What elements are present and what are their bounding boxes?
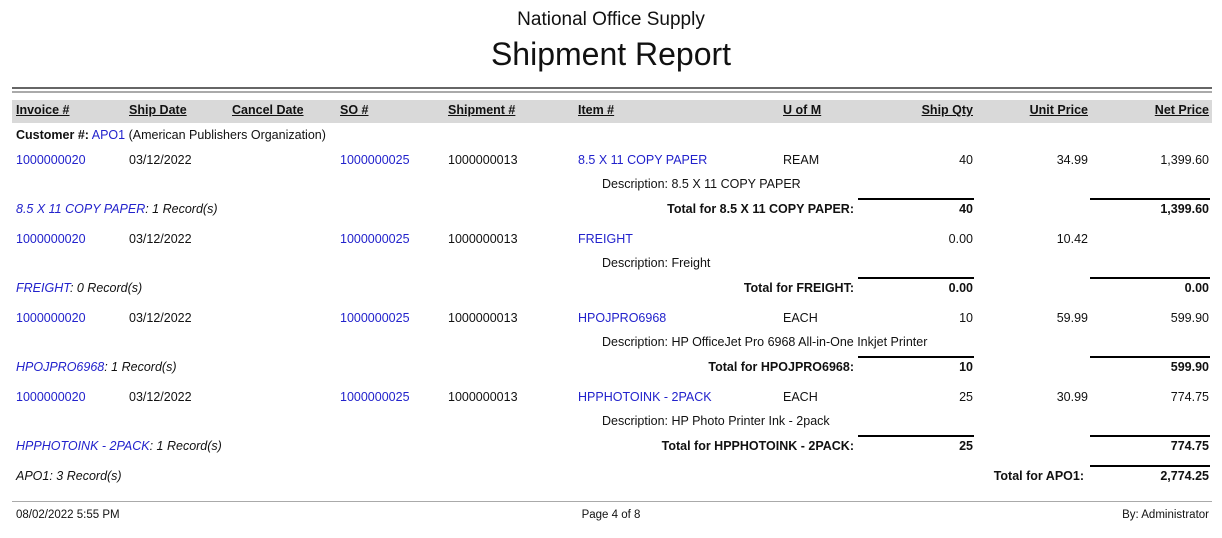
customer-name: (American Publishers Organization) — [128, 128, 326, 142]
cell-so[interactable]: 1000000025 — [340, 390, 410, 404]
summary-item-link[interactable]: 8.5 X 11 COPY PAPER — [16, 202, 146, 216]
item-total-label: Total for 8.5 X 11 COPY PAPER: — [667, 202, 854, 216]
item-description: Description: HP OfficeJet Pro 6968 All-i… — [602, 335, 928, 349]
item-total-qty: 10 — [959, 360, 973, 374]
item-total-net: 599.90 — [1170, 360, 1209, 374]
cell-uom: EACH — [783, 390, 818, 404]
header-rule-2 — [12, 91, 1212, 93]
item-total-qty: 25 — [959, 439, 973, 453]
print-timestamp: 08/02/2022 5:55 PM — [16, 509, 120, 521]
cell-shipment: 1000000013 — [448, 232, 518, 246]
summary-record-count: : 0 Record(s) — [69, 281, 143, 295]
item-total-label: Total for HPOJPRO6968: — [708, 360, 854, 374]
cell-qty: 0.00 — [948, 232, 973, 246]
customer-total-net: 2,774.25 — [1160, 469, 1209, 483]
summary-record-count: : 1 Record(s) — [104, 360, 177, 374]
net-subtotal-rule — [1090, 198, 1210, 200]
qty-subtotal-rule — [858, 277, 974, 279]
cell-ship-date: 03/12/2022 — [129, 232, 192, 246]
cell-so[interactable]: 1000000025 — [340, 232, 410, 246]
item-total-label: Total for FREIGHT: — [743, 281, 854, 295]
cell-invoice[interactable]: 1000000020 — [16, 232, 86, 246]
cell-ship-date: 03/12/2022 — [129, 390, 192, 404]
item-total-net: 774.75 — [1170, 439, 1209, 453]
cell-uom: EACH — [783, 311, 818, 325]
cell-unit-price: 59.99 — [1056, 311, 1088, 325]
qty-subtotal-rule — [858, 435, 974, 437]
customer-record-count: APO1: 3 Record(s) — [16, 469, 122, 483]
column-header[interactable]: U of M — [783, 103, 822, 117]
cell-shipment: 1000000013 — [448, 153, 518, 167]
report-title: Shipment Report — [490, 36, 732, 72]
cell-invoice[interactable]: 1000000020 — [16, 390, 86, 404]
summary-record-count: : 1 Record(s) — [149, 439, 222, 453]
cell-item[interactable]: 8.5 X 11 COPY PAPER — [578, 153, 708, 167]
cell-invoice[interactable]: 1000000020 — [16, 311, 86, 325]
item-summary: HPOJPRO6968: 1 Record(s) — [16, 360, 176, 374]
column-header[interactable]: Cancel Date — [232, 103, 304, 117]
page-number: Page 4 of 8 — [581, 509, 641, 521]
item-total-qty: 40 — [959, 202, 973, 216]
column-header[interactable]: Ship Date — [129, 103, 187, 117]
cell-qty: 10 — [959, 311, 973, 325]
column-header[interactable]: SO # — [340, 103, 369, 117]
item-description: Description: 8.5 X 11 COPY PAPER — [602, 177, 801, 191]
cell-item[interactable]: FREIGHT — [578, 232, 633, 246]
column-header[interactable]: Unit Price — [1029, 103, 1088, 117]
column-header[interactable]: Invoice # — [16, 103, 70, 117]
column-header-band — [12, 100, 1212, 123]
net-subtotal-rule — [1090, 435, 1210, 437]
cell-ship-date: 03/12/2022 — [129, 311, 192, 325]
cell-unit-price: 34.99 — [1056, 153, 1088, 167]
cell-shipment: 1000000013 — [448, 390, 518, 404]
customer-line: Customer #: APO1 (American Publishers Or… — [16, 128, 326, 142]
item-summary: FREIGHT: 0 Record(s) — [16, 281, 142, 295]
column-header[interactable]: Ship Qty — [921, 103, 973, 117]
cell-unit-price: 30.99 — [1056, 390, 1088, 404]
customer-total-rule — [1090, 465, 1210, 467]
qty-subtotal-rule — [858, 198, 974, 200]
item-description: Description: HP Photo Printer Ink - 2pac… — [602, 414, 830, 428]
summary-item-link[interactable]: HPOJPRO6968 — [16, 360, 105, 374]
cell-item[interactable]: HPOJPRO6968 — [578, 311, 667, 325]
cell-so[interactable]: 1000000025 — [340, 153, 410, 167]
net-subtotal-rule — [1090, 356, 1210, 358]
cell-item[interactable]: HPPHOTOINK - 2PACK — [578, 390, 712, 404]
summary-record-count: : 1 Record(s) — [145, 202, 218, 216]
printed-by: By: Administrator — [1122, 509, 1209, 521]
column-header[interactable]: Net Price — [1154, 103, 1209, 117]
cell-ship-date: 03/12/2022 — [129, 153, 192, 167]
cell-invoice[interactable]: 1000000020 — [16, 153, 86, 167]
cell-uom: REAM — [783, 153, 820, 167]
footer-rule — [12, 501, 1212, 502]
cell-qty: 25 — [959, 390, 973, 404]
cell-so[interactable]: 1000000025 — [340, 311, 410, 325]
summary-item-link[interactable]: HPPHOTOINK - 2PACK — [16, 439, 150, 453]
cell-qty: 40 — [959, 153, 973, 167]
item-total-net: 1,399.60 — [1160, 202, 1209, 216]
column-header[interactable]: Shipment # — [448, 103, 516, 117]
cell-net-price: 599.90 — [1170, 311, 1209, 325]
cell-net-price: 774.75 — [1170, 390, 1209, 404]
customer-total-label: Total for APO1: — [993, 469, 1084, 483]
customer-label: Customer #: — [16, 128, 89, 142]
column-header[interactable]: Item # — [578, 103, 615, 117]
item-description: Description: Freight — [602, 256, 711, 270]
item-total-qty: 0.00 — [948, 281, 973, 295]
item-total-label: Total for HPPHOTOINK - 2PACK: — [661, 439, 854, 453]
cell-unit-price: 10.42 — [1056, 232, 1088, 246]
item-summary: 8.5 X 11 COPY PAPER: 1 Record(s) — [16, 202, 217, 216]
cell-net-price: 1,399.60 — [1160, 153, 1209, 167]
net-subtotal-rule — [1090, 277, 1210, 279]
summary-item-link[interactable]: FREIGHT — [16, 281, 70, 295]
company-name: National Office Supply — [517, 9, 705, 30]
customer-code-link[interactable]: APO1 — [91, 128, 126, 142]
item-total-net: 0.00 — [1184, 281, 1209, 295]
cell-shipment: 1000000013 — [448, 311, 518, 325]
header-rule — [12, 87, 1212, 89]
qty-subtotal-rule — [858, 356, 974, 358]
item-summary: HPPHOTOINK - 2PACK: 1 Record(s) — [16, 439, 222, 453]
